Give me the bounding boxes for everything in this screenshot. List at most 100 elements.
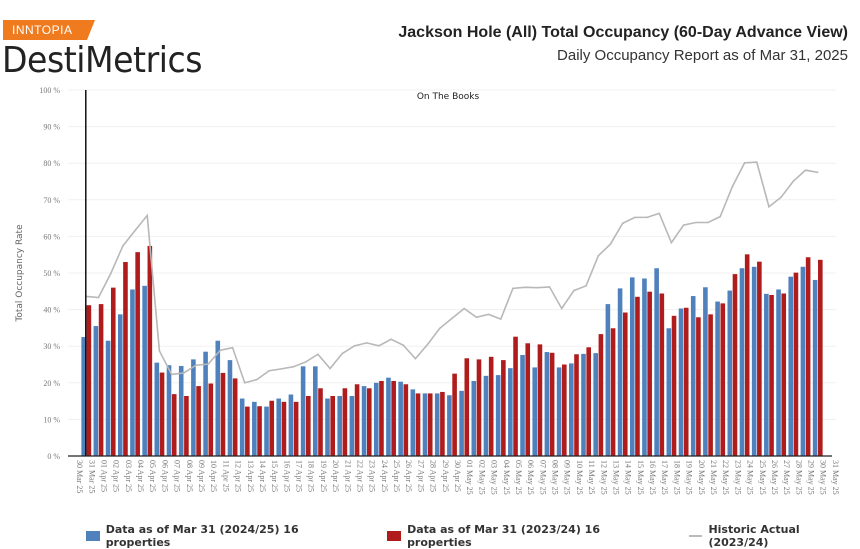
bar-2024-25	[703, 287, 708, 456]
bar-2024-25	[776, 289, 781, 456]
x-tick-label: 01 Apr 25	[99, 460, 108, 492]
bar-2024-25	[130, 289, 135, 456]
bar-2023-24	[586, 347, 591, 456]
x-tick-label: 24 Apr 25	[380, 460, 389, 492]
historic-point	[256, 378, 258, 381]
x-tick-label: 21 Apr 25	[343, 460, 352, 492]
x-tick-label: 27 Apr 25	[416, 460, 425, 492]
x-tick-label: 11 May 25	[587, 460, 596, 494]
bar-2023-24	[549, 352, 555, 456]
x-tick-label: 23 May 25	[733, 460, 742, 495]
x-tick-label: 30 Mar 25	[75, 460, 84, 493]
bar-2023-24	[220, 372, 226, 456]
chart-title: On The Books	[417, 92, 480, 102]
bar-2023-24	[293, 401, 299, 456]
historic-point	[609, 243, 612, 245]
brand-badge-text: INNTOPIA	[12, 23, 73, 37]
x-tick-label: 09 Apr 25	[197, 460, 206, 492]
bar-2023-24	[683, 307, 689, 456]
historic-point	[304, 361, 307, 363]
x-tick-label: 03 Apr 25	[124, 460, 133, 492]
bar-2023-24	[574, 354, 579, 456]
legend-label: Historic Actual (2023/24)	[708, 523, 800, 549]
historic-point	[292, 365, 295, 368]
x-tick-label: 16 Apr 25	[282, 460, 291, 492]
x-tick-label: 13 Apr 25	[246, 460, 255, 492]
legend-swatch-red	[387, 531, 402, 541]
bar-2023-24	[781, 293, 787, 456]
bar-2024-25	[325, 398, 330, 456]
historic-point	[780, 196, 782, 199]
x-tick-label: 17 Apr 25	[295, 460, 304, 492]
historic-point	[719, 215, 721, 218]
bar-2023-24	[818, 259, 823, 456]
historic-point	[402, 344, 405, 346]
historic-point	[439, 327, 441, 330]
bar-2023-24	[184, 395, 189, 456]
historic-point	[426, 343, 429, 346]
x-tick-label: 20 May 25	[697, 460, 706, 495]
bar-2024-25	[349, 395, 355, 456]
bar-2024-25	[678, 308, 684, 456]
historic-point	[768, 205, 770, 208]
bar-2024-25	[812, 279, 818, 456]
historic-point	[792, 180, 795, 182]
historic-point	[499, 318, 502, 320]
historic-point	[231, 346, 234, 349]
bar-2024-25	[569, 363, 574, 456]
bar-2024-25	[276, 398, 282, 456]
bar-2023-24	[647, 291, 652, 456]
bar-2023-24	[318, 388, 323, 456]
bar-2023-24	[379, 380, 384, 456]
historic-point	[195, 364, 197, 367]
historic-point	[353, 345, 356, 347]
legend-label: Data as of Mar 31 (2023/24) 16 propertie…	[407, 523, 600, 549]
bar-2024-25	[386, 377, 391, 456]
bar-2023-24	[257, 406, 262, 456]
historic-point	[451, 317, 453, 320]
bar-2023-24	[342, 388, 348, 456]
legend-swatch-blue	[86, 531, 100, 541]
x-tick-label: 15 Apr 25	[270, 460, 279, 492]
x-tick-label: 17 May 25	[660, 460, 669, 495]
x-tick-label: 02 Apr 25	[112, 460, 121, 492]
bar-2024-25	[690, 296, 696, 456]
bar-2023-24	[135, 252, 140, 456]
bar-2023-24	[440, 391, 445, 456]
bar-2024-25	[142, 285, 147, 456]
historic-point	[646, 216, 648, 219]
historic-point	[97, 296, 100, 299]
report-subtitle: Daily Occupancy Report as of Mar 31, 202…	[557, 47, 848, 64]
bar-2023-24	[501, 360, 506, 456]
x-tick-label: 12 May 25	[599, 460, 608, 495]
x-tick-label: 02 May 25	[477, 460, 486, 495]
bar-2023-24	[659, 293, 665, 456]
bar-2024-25	[422, 393, 428, 456]
historic-point	[634, 216, 636, 219]
bar-2024-25	[410, 389, 416, 456]
bar-2024-25	[166, 365, 172, 456]
y-tick-label: 60 %	[43, 232, 60, 241]
x-tick-label: 19 Apr 25	[319, 460, 328, 492]
historic-point	[597, 254, 600, 257]
x-tick-label: 10 Apr 25	[209, 460, 218, 492]
x-tick-label: 31 May 25	[831, 460, 840, 495]
bar-2023-24	[744, 254, 750, 456]
bar-2024-25	[105, 340, 111, 456]
historic-point	[390, 338, 392, 341]
x-tick-label: 04 May 25	[502, 460, 511, 495]
bar-2023-24	[123, 262, 128, 456]
bar-2024-25	[239, 398, 245, 456]
bar-2024-25	[117, 314, 123, 456]
bar-2024-25	[191, 359, 196, 456]
x-tick-label: 28 Apr 25	[429, 460, 438, 492]
x-tick-label: 18 Apr 25	[307, 460, 316, 492]
y-axis-label: Total Occupancy Rate	[15, 224, 25, 323]
bar-2024-25	[264, 406, 269, 456]
bar-2024-25	[605, 304, 611, 456]
historic-point	[475, 316, 478, 319]
bar-2024-25	[800, 266, 806, 456]
bar-2023-24	[306, 395, 311, 456]
bar-2023-24	[415, 393, 421, 456]
